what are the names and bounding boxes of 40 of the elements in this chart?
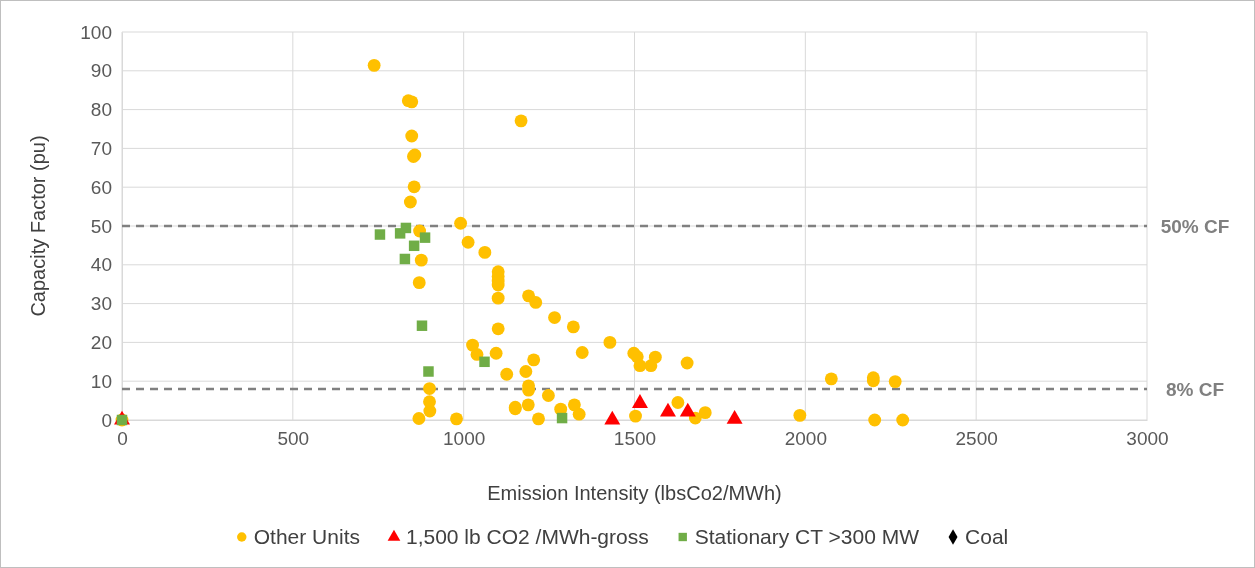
y-tick-label: 90 <box>90 60 112 82</box>
legend-label: 1,500 lb CO2 /MWh-gross <box>405 525 649 548</box>
point <box>604 410 621 425</box>
point <box>479 356 490 368</box>
y-tick-label: 30 <box>90 293 112 315</box>
ref-line-label: 8% CF <box>1165 378 1225 400</box>
y-tick-label: 70 <box>90 137 112 159</box>
point <box>660 402 676 417</box>
point <box>556 412 568 424</box>
legend-label: Other Units <box>253 525 360 548</box>
y-tick-label: 0 <box>101 409 112 431</box>
x-tick-label: 1000 <box>443 428 486 450</box>
y-tick-label: 80 <box>90 99 112 121</box>
y-tick-label: 10 <box>90 370 112 392</box>
x-axis-title: Emission Intensity (lbsCo2/MWh) <box>487 482 782 504</box>
point <box>726 410 743 424</box>
point <box>416 320 428 331</box>
x-tick-label: 3000 <box>1126 428 1169 450</box>
y-tick-label: 60 <box>90 176 112 198</box>
legend-label: Stationary CT >300 MW <box>694 525 920 548</box>
x-tick-label: 1500 <box>613 428 657 450</box>
point <box>400 222 412 234</box>
y-tick-label: 20 <box>90 331 112 353</box>
point <box>423 366 434 377</box>
y-tick-label: 50 <box>90 215 112 237</box>
y-tick-label: 40 <box>90 254 112 276</box>
x-tick-label: 2500 <box>955 428 998 450</box>
point <box>374 229 386 240</box>
point <box>632 394 648 408</box>
point <box>399 253 411 265</box>
y-tick-label: 100 <box>80 21 112 43</box>
legend-label: Coal <box>965 525 1009 548</box>
y-axis-title: Capacity Factor (pu) <box>27 135 49 317</box>
point <box>408 240 420 252</box>
ref-line-label: 50% CF <box>1160 216 1230 237</box>
point <box>679 402 696 417</box>
point <box>419 232 431 243</box>
x-tick-label: 2000 <box>784 428 827 450</box>
x-tick-label: 0 <box>117 428 128 450</box>
x-tick-label: 500 <box>277 428 310 450</box>
